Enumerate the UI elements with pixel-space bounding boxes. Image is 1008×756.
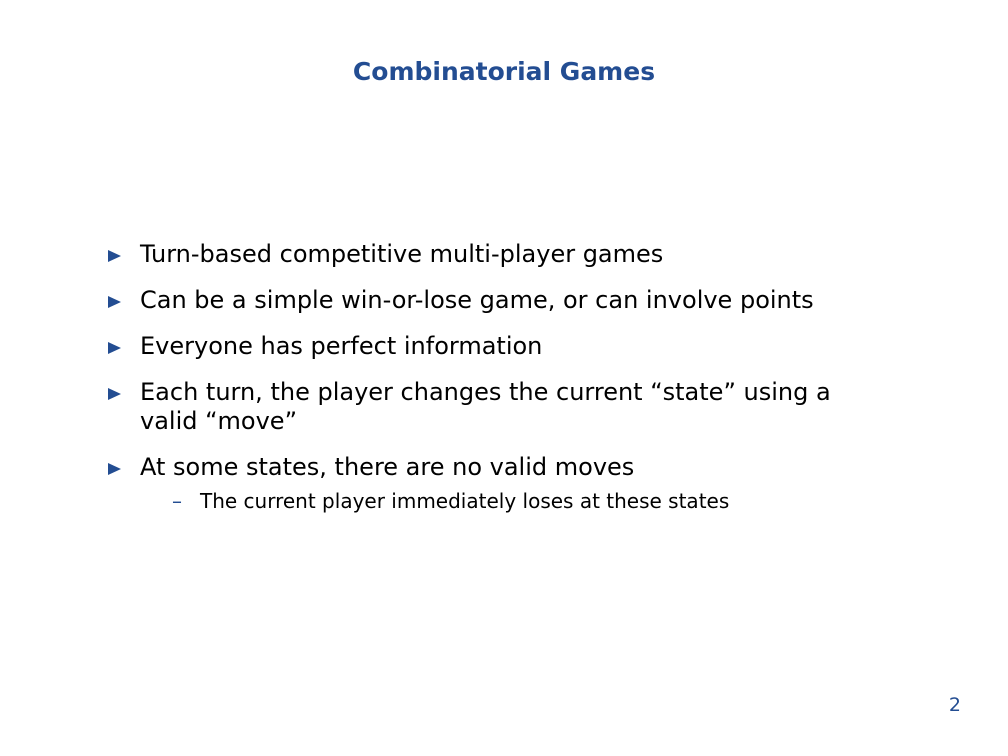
bullet-item: Each turn, the player changes the curren… <box>105 378 885 436</box>
bullet-item: At some states, there are no valid moves… <box>105 453 885 514</box>
bullet-text: Can be a simple win-or-lose game, or can… <box>140 286 814 314</box>
bullet-text: Each turn, the player changes the curren… <box>140 378 831 435</box>
bullet-list: Turn-based competitive multi-player game… <box>105 240 885 514</box>
page-number: 2 <box>948 694 961 716</box>
bullet-text: Turn-based competitive multi-player game… <box>140 240 664 268</box>
bullet-item: Turn-based competitive multi-player game… <box>105 240 885 269</box>
bullet-text: At some states, there are no valid moves <box>140 453 635 481</box>
sub-bullet-list: – The current player immediately loses a… <box>140 488 885 514</box>
dash-icon: – <box>172 489 182 513</box>
triangle-right-icon <box>108 250 121 262</box>
triangle-right-icon <box>108 342 121 354</box>
triangle-right-icon <box>108 463 121 475</box>
slide-title: Combinatorial Games <box>352 57 656 86</box>
bullet-text: Everyone has perfect information <box>140 332 543 360</box>
sub-bullet-item: – The current player immediately loses a… <box>140 488 885 514</box>
bullet-item: Everyone has perfect information <box>105 332 885 361</box>
sub-bullet-text: The current player immediately loses at … <box>200 489 730 513</box>
bullet-item: Can be a simple win-or-lose game, or can… <box>105 286 885 315</box>
triangle-right-icon <box>108 388 121 400</box>
triangle-right-icon <box>108 296 121 308</box>
